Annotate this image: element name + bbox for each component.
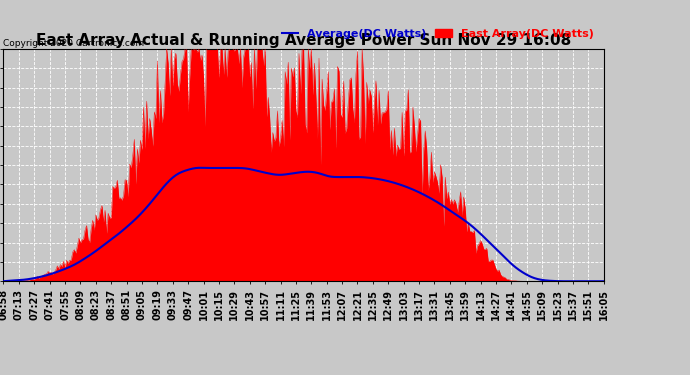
Title: East Array Actual & Running Average Power Sun Nov 29 16:08: East Array Actual & Running Average Powe… <box>36 33 571 48</box>
Legend: Average(DC Watts), East Array(DC Watts): Average(DC Watts), East Array(DC Watts) <box>277 24 598 43</box>
Text: Copyright 2020 Cartronics.com: Copyright 2020 Cartronics.com <box>3 39 145 48</box>
